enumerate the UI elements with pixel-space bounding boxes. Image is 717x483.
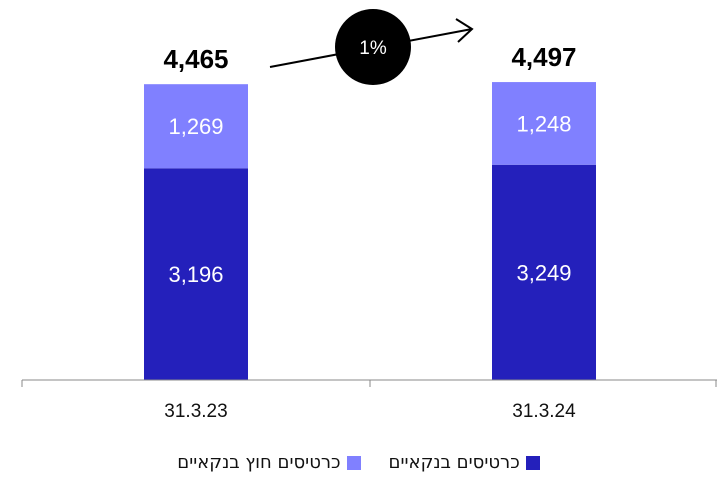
- data-label-banking-1: 3,196: [168, 262, 223, 287]
- bar-segment-banking-2: [492, 164, 596, 380]
- total-label-1: 4,465: [163, 44, 228, 74]
- bars-layer: [144, 82, 596, 380]
- legend-item-non-banking: כרטיסים חוץ בנקאיים: [177, 452, 361, 473]
- x-axis: [21, 379, 717, 387]
- data-label-non-banking-1: 1,269: [168, 114, 223, 139]
- labels-layer: 3,196 1,269 4,465 31.3.23 3,249 1,248 4,497 31.…: [163, 42, 576, 422]
- growth-arrow-head: [455, 18, 474, 43]
- x-tick-label-1: 31.3.23: [164, 401, 227, 422]
- bar-segment-non-banking-1: [144, 84, 248, 169]
- legend-swatch-non-banking: [346, 455, 361, 470]
- growth-annotation: 1%: [269, 9, 474, 85]
- growth-badge-label: 1%: [359, 38, 387, 59]
- legend-item-banking: כרטיסים בנקאיים: [389, 452, 540, 473]
- total-label-2: 4,497: [511, 42, 576, 72]
- legend-label-banking: כרטיסים בנקאיים: [388, 452, 520, 473]
- legend-swatch-banking: [525, 455, 540, 470]
- legend-label-non-banking: כרטיסים חוץ בנקאיים: [177, 452, 341, 473]
- data-label-non-banking-2: 1,248: [516, 111, 571, 136]
- x-tick-label-2: 31.3.24: [512, 401, 576, 422]
- bar-segment-banking-1: [144, 168, 248, 380]
- legend: כרטיסים בנקאיים כרטיסים חוץ בנקאיים: [0, 452, 717, 473]
- data-label-banking-2: 3,249: [516, 260, 571, 285]
- growth-badge: [335, 9, 411, 85]
- bar-segment-non-banking-2: [492, 82, 596, 165]
